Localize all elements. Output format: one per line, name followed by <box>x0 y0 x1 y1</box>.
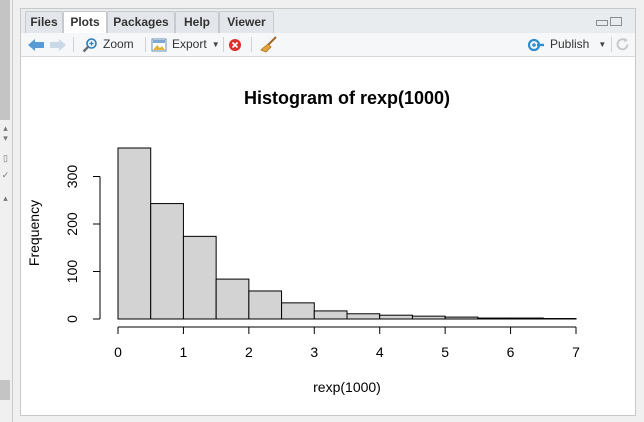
histogram-bar <box>411 315 446 320</box>
back-arrow-icon[interactable] <box>27 36 45 53</box>
zoom-icon <box>82 37 97 52</box>
check-icon[interactable]: ✓ <box>1 170 10 180</box>
x-axis-label: rexp(1000) <box>313 379 381 395</box>
x-tick-label: 6 <box>507 344 515 360</box>
tab-plots[interactable]: Plots <box>63 11 107 34</box>
down-icon[interactable]: ▾ <box>3 133 8 143</box>
toolbar-separator <box>73 37 74 52</box>
toolbar-separator <box>145 37 146 52</box>
export-icon <box>151 38 167 51</box>
minimize-pane-icon[interactable] <box>596 20 608 26</box>
tab-viewer[interactable]: Viewer <box>219 11 274 33</box>
plots-pane: Files Plots Packages Help Viewer Zoom <box>20 8 636 416</box>
chart-title: Histogram of rexp(1000) <box>244 88 450 108</box>
toolbar-separator <box>251 37 252 52</box>
tab-files[interactable]: Files <box>25 11 63 33</box>
histogram-bar <box>444 316 479 320</box>
x-tick-label: 4 <box>376 344 384 360</box>
up-icon[interactable]: ▴ <box>3 123 8 133</box>
zoom-label: Zoom <box>103 37 134 51</box>
tab-help[interactable]: Help <box>175 11 219 33</box>
forward-arrow-icon[interactable] <box>49 36 67 53</box>
histogram-bar <box>117 147 152 320</box>
pane-tab-bar: Files Plots Packages Help Viewer <box>21 9 635 34</box>
publish-icon <box>527 38 544 51</box>
histogram-bar <box>510 317 544 320</box>
y-tick-label: 100 <box>64 260 80 284</box>
y-tick-label: 200 <box>64 212 80 236</box>
histogram-bar <box>313 310 348 320</box>
export-button[interactable]: Export ▼ <box>151 36 220 53</box>
x-tick-label: 2 <box>245 344 253 360</box>
histogram-bar <box>215 278 250 320</box>
histogram-bar <box>379 314 413 320</box>
tab-packages[interactable]: Packages <box>107 11 175 33</box>
histogram-bar <box>248 290 283 320</box>
refresh-icon[interactable] <box>615 36 630 53</box>
document-icon[interactable]: ▯ <box>3 153 8 163</box>
broom-icon[interactable] <box>260 36 278 53</box>
left-pane-edge: ▴ ▾ ▯ ✓ ▴ <box>0 0 13 422</box>
x-tick-label: 7 <box>572 344 580 360</box>
remove-plot-icon[interactable] <box>228 36 242 53</box>
histogram-bar <box>281 302 315 320</box>
x-tick-label: 3 <box>310 344 318 360</box>
plots-toolbar: Zoom Export ▼ <box>21 33 635 57</box>
y-tick-label: 0 <box>64 315 80 323</box>
toolbar-separator <box>611 37 612 52</box>
plot-area: Histogram of rexp(1000) rexp(1000) Frequ… <box>21 57 635 415</box>
left-pane-scrollbar-lower[interactable] <box>0 380 10 400</box>
histogram-chart: Histogram of rexp(1000) rexp(1000) Frequ… <box>26 88 580 395</box>
x-tick-label: 0 <box>114 344 122 360</box>
export-label: Export <box>172 37 207 51</box>
publish-label: Publish <box>550 37 590 51</box>
chevron-down-icon: ▼ <box>598 40 607 49</box>
zoom-button[interactable]: Zoom <box>82 36 134 53</box>
up-icon[interactable]: ▴ <box>3 193 8 203</box>
y-axis-label: Frequency <box>26 200 42 266</box>
x-tick-label: 5 <box>441 344 449 360</box>
histogram-bar <box>346 313 381 320</box>
histogram-bar <box>150 203 184 320</box>
histogram-bar <box>182 235 217 320</box>
left-pane-scrollbar[interactable] <box>0 0 10 120</box>
histogram-bar <box>477 317 512 320</box>
chevron-down-icon: ▼ <box>211 40 220 49</box>
toolbar-separator <box>223 37 224 52</box>
y-tick-label: 300 <box>64 165 80 189</box>
maximize-pane-icon[interactable] <box>610 17 622 26</box>
x-tick-label: 1 <box>180 344 188 360</box>
publish-button[interactable]: Publish ▼ <box>527 36 606 53</box>
